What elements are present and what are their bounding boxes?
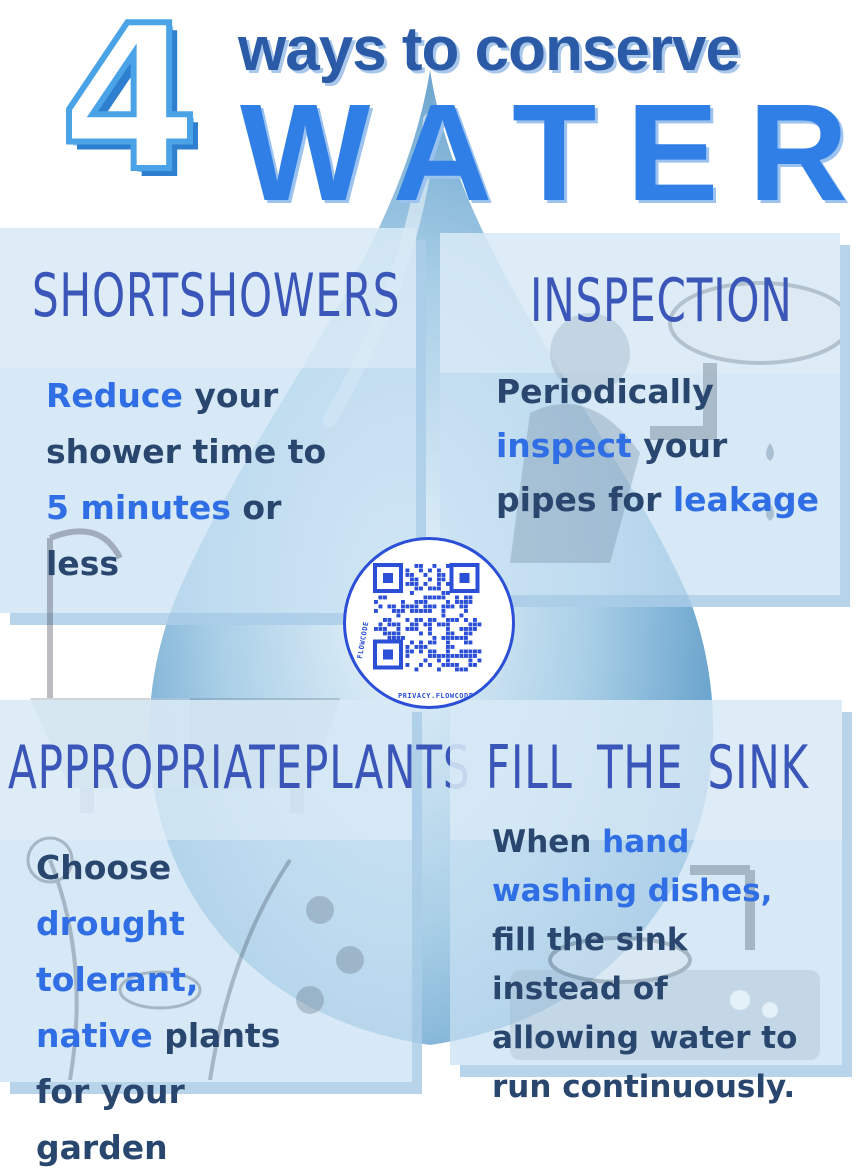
sink-washing-icon [510, 865, 820, 1060]
tip-text: or less [46, 488, 282, 583]
tip-title: INSPECTION [530, 261, 792, 341]
tip-highlight: 5 minutes [46, 488, 231, 527]
tip-text: your pipes for [496, 426, 728, 519]
tip-title-word: PLANTS [303, 733, 471, 803]
plants-icon [26, 836, 364, 1080]
tip-body: Reduce your shower time to 5 minutes or … [46, 368, 346, 592]
tip-text: fill the sink instead of allowing water … [492, 922, 798, 1105]
qr-code[interactable]: FLOWCODE PRIVACY.FLOWCODE.COM [343, 537, 515, 709]
page-title: WATER [240, 76, 856, 230]
tip-title: FILL THE SINK [486, 728, 809, 808]
tip-body: Choose drought tolerant, native plants f… [36, 840, 326, 1176]
tip-title-word: FILL [486, 733, 573, 803]
tip-panel-fill-the-sink: FILL THE SINK When hand washing dishes, … [450, 700, 842, 1105]
tip-title-word: SINK [707, 733, 809, 803]
tip-title-word: THE [596, 733, 684, 803]
tip-text: Choose [36, 848, 172, 887]
tip-title-word: INSPECTION [530, 266, 793, 336]
panel-header [450, 700, 842, 840]
tip-title-word: SHOWERS [179, 261, 401, 331]
tip-highlight: drought tolerant, native [36, 904, 199, 1055]
qr-privacy: PRIVACY.FLOWCODE.COM [398, 692, 493, 700]
tip-body: When hand washing dishes, fill the sink … [492, 818, 822, 1112]
tip-panel-inspection: INSPECTION Periodically inspect your pip… [440, 233, 840, 595]
big-number-four: 4 [57, 0, 202, 216]
tip-text: your shower time to [46, 376, 327, 471]
panel-header [0, 228, 416, 368]
tip-body: Periodically inspect your pipes for leak… [496, 365, 826, 527]
panel-header [0, 700, 412, 840]
tip-highlight: inspect [496, 426, 632, 465]
tip-panel-appropriate-plants: APPROPRIATE PLANTS Choose drought tolera… [0, 700, 470, 1167]
tip-title-word: APPROPRIATE [8, 733, 304, 803]
plumber-sink-icon [510, 281, 840, 563]
tip-highlight: leakage [672, 480, 820, 519]
tip-text: When [492, 824, 603, 860]
subtitle: ways to conserve [238, 15, 740, 84]
tip-highlight: Reduce [46, 376, 183, 415]
panel-header [440, 233, 840, 373]
tip-title: APPROPRIATE PLANTS [8, 728, 470, 808]
tip-title: SHORT SHOWERS [32, 256, 399, 336]
tip-text: Periodically [496, 372, 714, 411]
qr-pattern [373, 563, 482, 672]
tip-panel-short-showers: SHORT SHOWERS Reduce your shower time to… [0, 228, 416, 813]
tip-title-word: SHORT [32, 261, 180, 331]
tip-highlight: hand washing dishes, [492, 824, 773, 909]
